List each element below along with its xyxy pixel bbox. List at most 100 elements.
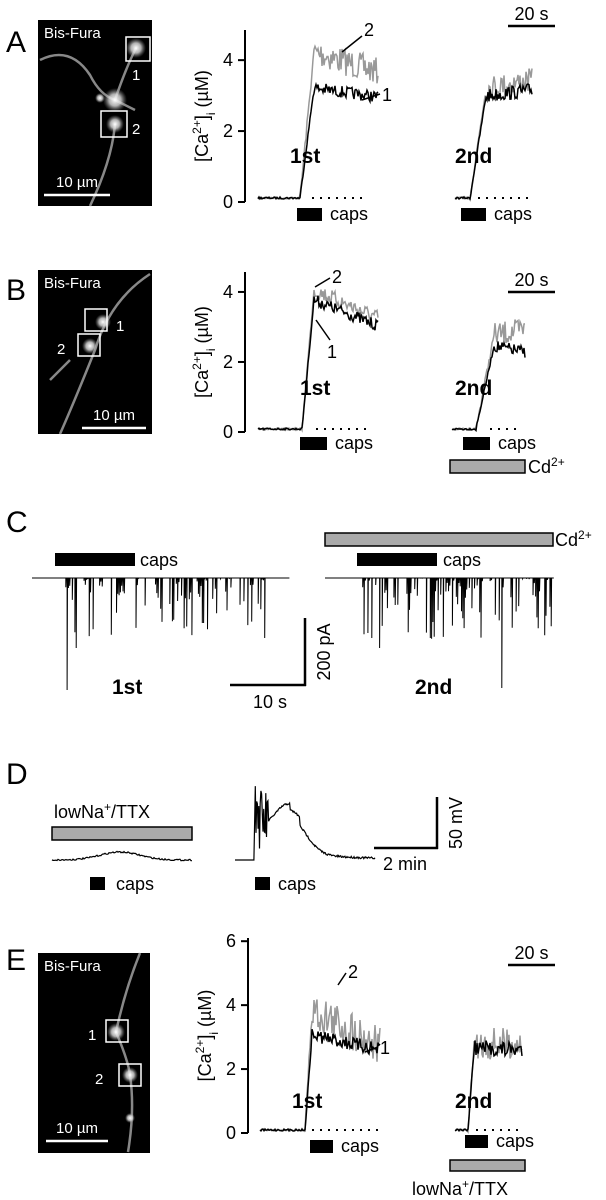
trace-label: 1 bbox=[380, 1038, 390, 1058]
y-tick-label: 4 bbox=[226, 995, 236, 1015]
y-axis-label: [Ca2+]i (µM) bbox=[190, 70, 218, 162]
image-title: Bis-Fura bbox=[44, 25, 101, 42]
text-part: Cd bbox=[555, 530, 578, 550]
cell-glow bbox=[95, 93, 105, 103]
stim-label: caps bbox=[443, 550, 481, 570]
current-trace bbox=[32, 577, 290, 691]
superscript: 2+ bbox=[551, 455, 565, 469]
line bbox=[361, 93, 381, 101]
blocker-label: Cd2+ bbox=[555, 528, 592, 550]
stim-bar bbox=[310, 1140, 333, 1153]
condition-bar bbox=[51, 826, 193, 841]
time-scale-label: 20 s bbox=[514, 943, 548, 963]
trace bbox=[454, 1039, 523, 1133]
superscript: 2+ bbox=[578, 528, 592, 542]
trace-label: 2 bbox=[364, 20, 374, 40]
text-part: lowNa bbox=[412, 1179, 463, 1199]
y-tick-label: 6 bbox=[226, 931, 236, 951]
sweep-label: 1st bbox=[292, 1090, 322, 1113]
image-title: Bis-Fura bbox=[44, 275, 101, 292]
voltage-trace bbox=[51, 850, 192, 862]
trace bbox=[257, 288, 379, 433]
text-part: (µM) bbox=[192, 306, 212, 348]
roi-label: 2 bbox=[132, 121, 140, 138]
text-part: lowNa bbox=[54, 802, 105, 822]
time-scale-label: 10 s bbox=[253, 692, 287, 712]
stim-bar bbox=[90, 877, 105, 890]
stim-bar bbox=[297, 208, 322, 221]
fiber bbox=[114, 952, 142, 1153]
time-scale-label: 2 min bbox=[383, 854, 427, 874]
roi-box bbox=[125, 36, 151, 62]
y-tick-label: 2 bbox=[226, 1059, 236, 1079]
superscript: + bbox=[104, 800, 111, 814]
y-tick-label: 2 bbox=[223, 352, 233, 372]
cell-glow bbox=[82, 338, 98, 354]
stim-label: caps bbox=[278, 874, 316, 894]
scale-label: 10 µm bbox=[56, 174, 98, 191]
text-part: /TTX bbox=[111, 802, 150, 822]
cell-glow bbox=[122, 1067, 138, 1083]
text-part: [Ca bbox=[192, 133, 212, 162]
text-part: /TTX bbox=[469, 1179, 508, 1199]
text-part: ] bbox=[192, 115, 212, 120]
trace bbox=[454, 1028, 523, 1135]
sweep-label: 1st bbox=[290, 145, 320, 168]
panel-label: E bbox=[6, 944, 26, 977]
stim-label: caps bbox=[116, 874, 154, 894]
time-scale-label: 20 s bbox=[514, 270, 548, 290]
stim-bar bbox=[463, 437, 490, 450]
text-part: [Ca bbox=[195, 1052, 215, 1081]
line bbox=[337, 972, 347, 986]
trace-label: 1 bbox=[327, 342, 337, 362]
stim-label: caps bbox=[498, 433, 536, 453]
trace bbox=[454, 82, 533, 201]
stim-label: caps bbox=[140, 550, 178, 570]
text-part: (µM) bbox=[195, 990, 215, 1032]
time-scale-label: 20 s bbox=[514, 4, 548, 24]
scale-label: 10 µm bbox=[56, 1120, 98, 1137]
line bbox=[314, 277, 331, 288]
text-part: Cd bbox=[528, 457, 551, 477]
subscript: i bbox=[207, 1032, 221, 1035]
y-axis-label: [Ca2+]i (µM) bbox=[193, 990, 221, 1082]
trace bbox=[257, 295, 379, 432]
y-axis-label: [Ca2+]i (µM) bbox=[190, 306, 218, 398]
sweep-label: 2nd bbox=[455, 145, 492, 168]
y-tick-label: 2 bbox=[223, 121, 233, 141]
panel-label: B bbox=[6, 274, 26, 307]
y-tick-label: 0 bbox=[226, 1123, 236, 1143]
sweep-label: 2nd bbox=[415, 676, 452, 699]
voltage-trace bbox=[235, 786, 376, 861]
trace-label: 1 bbox=[382, 85, 392, 105]
superscript: 2+ bbox=[190, 120, 204, 134]
cell-glow bbox=[126, 38, 146, 58]
roi-box bbox=[77, 333, 101, 357]
blocker-label: lowNa+/TTX bbox=[412, 1177, 508, 1199]
current-trace bbox=[325, 577, 554, 689]
roi-label: 1 bbox=[88, 1027, 96, 1044]
subscript: i bbox=[204, 112, 218, 115]
stim-bar bbox=[461, 208, 486, 221]
trace bbox=[257, 44, 379, 201]
text-part: ] bbox=[195, 1035, 215, 1040]
roi-label: 1 bbox=[132, 67, 140, 84]
cell-glow bbox=[107, 1023, 125, 1041]
sweep-label: 1st bbox=[112, 676, 142, 699]
blocker-bar bbox=[449, 459, 526, 474]
current-scale-label: 200 pA bbox=[314, 623, 334, 680]
roi-label: 2 bbox=[57, 341, 65, 358]
image-title: Bis-Fura bbox=[44, 958, 101, 975]
scale-label: 10 µm bbox=[93, 407, 135, 424]
superscript: 2+ bbox=[190, 356, 204, 370]
sweep-label: 2nd bbox=[455, 1090, 492, 1113]
cell-glow bbox=[103, 88, 127, 112]
blocker-bar bbox=[324, 532, 554, 547]
superscript: 2+ bbox=[193, 1040, 207, 1054]
trace bbox=[451, 340, 526, 433]
stim-bar bbox=[55, 553, 135, 566]
roi-box bbox=[105, 1019, 129, 1043]
y-tick-label: 4 bbox=[223, 282, 233, 302]
